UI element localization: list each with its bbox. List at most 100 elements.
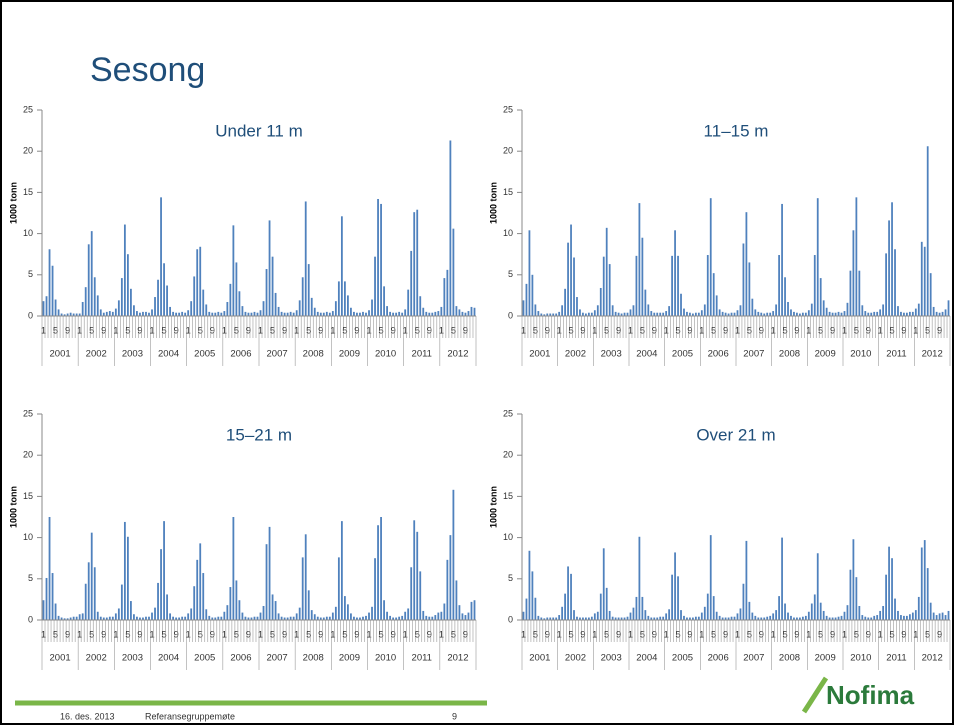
bar xyxy=(54,603,57,620)
bar xyxy=(843,611,846,620)
x-group-label: 2001 xyxy=(50,653,71,664)
bar xyxy=(223,611,226,620)
bar xyxy=(822,610,825,620)
x-tick-label: 1 xyxy=(186,630,191,641)
x-tick-label: 5 xyxy=(451,326,456,337)
bar xyxy=(259,310,262,316)
bar xyxy=(42,301,45,316)
bar xyxy=(271,594,274,620)
x-tick-label: 1 xyxy=(222,630,227,641)
bar xyxy=(647,615,650,620)
bar xyxy=(145,311,147,316)
x-group-label: 2011 xyxy=(886,653,906,664)
y-tick-label: 25 xyxy=(23,408,33,418)
bar xyxy=(929,273,932,316)
y-tick-label: 15 xyxy=(503,491,513,501)
bar xyxy=(295,310,298,316)
bar xyxy=(449,140,452,316)
x-tick-label: 9 xyxy=(246,630,251,641)
bar xyxy=(831,617,834,620)
bar xyxy=(891,558,893,620)
bar xyxy=(205,304,208,316)
bar xyxy=(160,549,162,620)
bar xyxy=(205,609,208,620)
bar xyxy=(42,600,45,620)
x-tick-label: 5 xyxy=(640,326,645,337)
bar xyxy=(721,311,724,316)
bar xyxy=(196,249,199,316)
bar xyxy=(69,617,72,620)
x-tick-label: 1 xyxy=(330,326,335,337)
y-tick-label: 10 xyxy=(23,532,33,542)
bar xyxy=(917,303,920,316)
bar xyxy=(917,596,920,620)
bar xyxy=(751,298,754,316)
bar xyxy=(304,201,307,316)
bar xyxy=(280,311,283,316)
bar xyxy=(286,312,289,316)
bar xyxy=(111,616,114,620)
x-tick-label: 1 xyxy=(113,630,118,641)
x-tick-label: 5 xyxy=(89,326,94,337)
bar xyxy=(404,309,407,316)
bar xyxy=(855,577,858,620)
bar xyxy=(596,305,599,316)
bar xyxy=(48,517,51,620)
bar xyxy=(458,605,461,620)
bar xyxy=(570,573,572,620)
bar xyxy=(148,312,150,316)
x-tick-label: 5 xyxy=(854,630,859,641)
bar xyxy=(126,254,129,316)
footer-date: 16. des. 2013 xyxy=(60,711,115,721)
x-tick-label: 5 xyxy=(53,326,58,337)
bar xyxy=(641,237,644,316)
bar xyxy=(564,288,566,316)
bar xyxy=(419,296,422,316)
x-tick-label: 5 xyxy=(782,326,787,337)
bar xyxy=(365,615,367,620)
x-tick-label: 9 xyxy=(210,630,215,641)
bar xyxy=(81,613,84,620)
bar xyxy=(126,536,129,620)
bar xyxy=(178,312,181,316)
bar xyxy=(331,612,334,620)
x-tick-label: 1 xyxy=(403,326,408,337)
bar xyxy=(689,312,691,316)
x-group-label: 2009 xyxy=(339,653,360,664)
x-tick-label: 1 xyxy=(699,630,704,641)
bar xyxy=(549,313,552,316)
bar xyxy=(96,611,99,620)
bar xyxy=(935,311,938,316)
bar xyxy=(99,616,102,620)
bar xyxy=(295,613,298,620)
bar xyxy=(552,617,555,620)
bar xyxy=(932,612,935,620)
bar xyxy=(674,230,676,316)
y-tick-label: 0 xyxy=(508,310,513,320)
bar xyxy=(166,594,168,620)
bar xyxy=(810,603,813,620)
x-tick-label: 1 xyxy=(628,326,633,337)
bar xyxy=(108,616,111,620)
bar xyxy=(268,526,271,620)
bar xyxy=(799,313,801,316)
x-tick-label: 5 xyxy=(415,630,420,641)
bar xyxy=(181,311,184,316)
bar xyxy=(629,612,632,620)
bar xyxy=(226,605,229,620)
bar xyxy=(247,312,250,316)
bar xyxy=(739,608,742,620)
x-tick-label: 1 xyxy=(699,326,704,337)
bar xyxy=(680,293,682,316)
bar xyxy=(389,615,392,620)
bar xyxy=(873,311,876,316)
bar xyxy=(653,312,656,316)
bar xyxy=(325,311,328,316)
bar xyxy=(470,306,473,316)
bar xyxy=(689,617,691,620)
bar xyxy=(114,308,117,316)
x-group-label: 2002 xyxy=(565,653,586,664)
bar xyxy=(879,610,882,620)
x-group-label: 2008 xyxy=(303,653,324,664)
bar xyxy=(816,553,819,620)
